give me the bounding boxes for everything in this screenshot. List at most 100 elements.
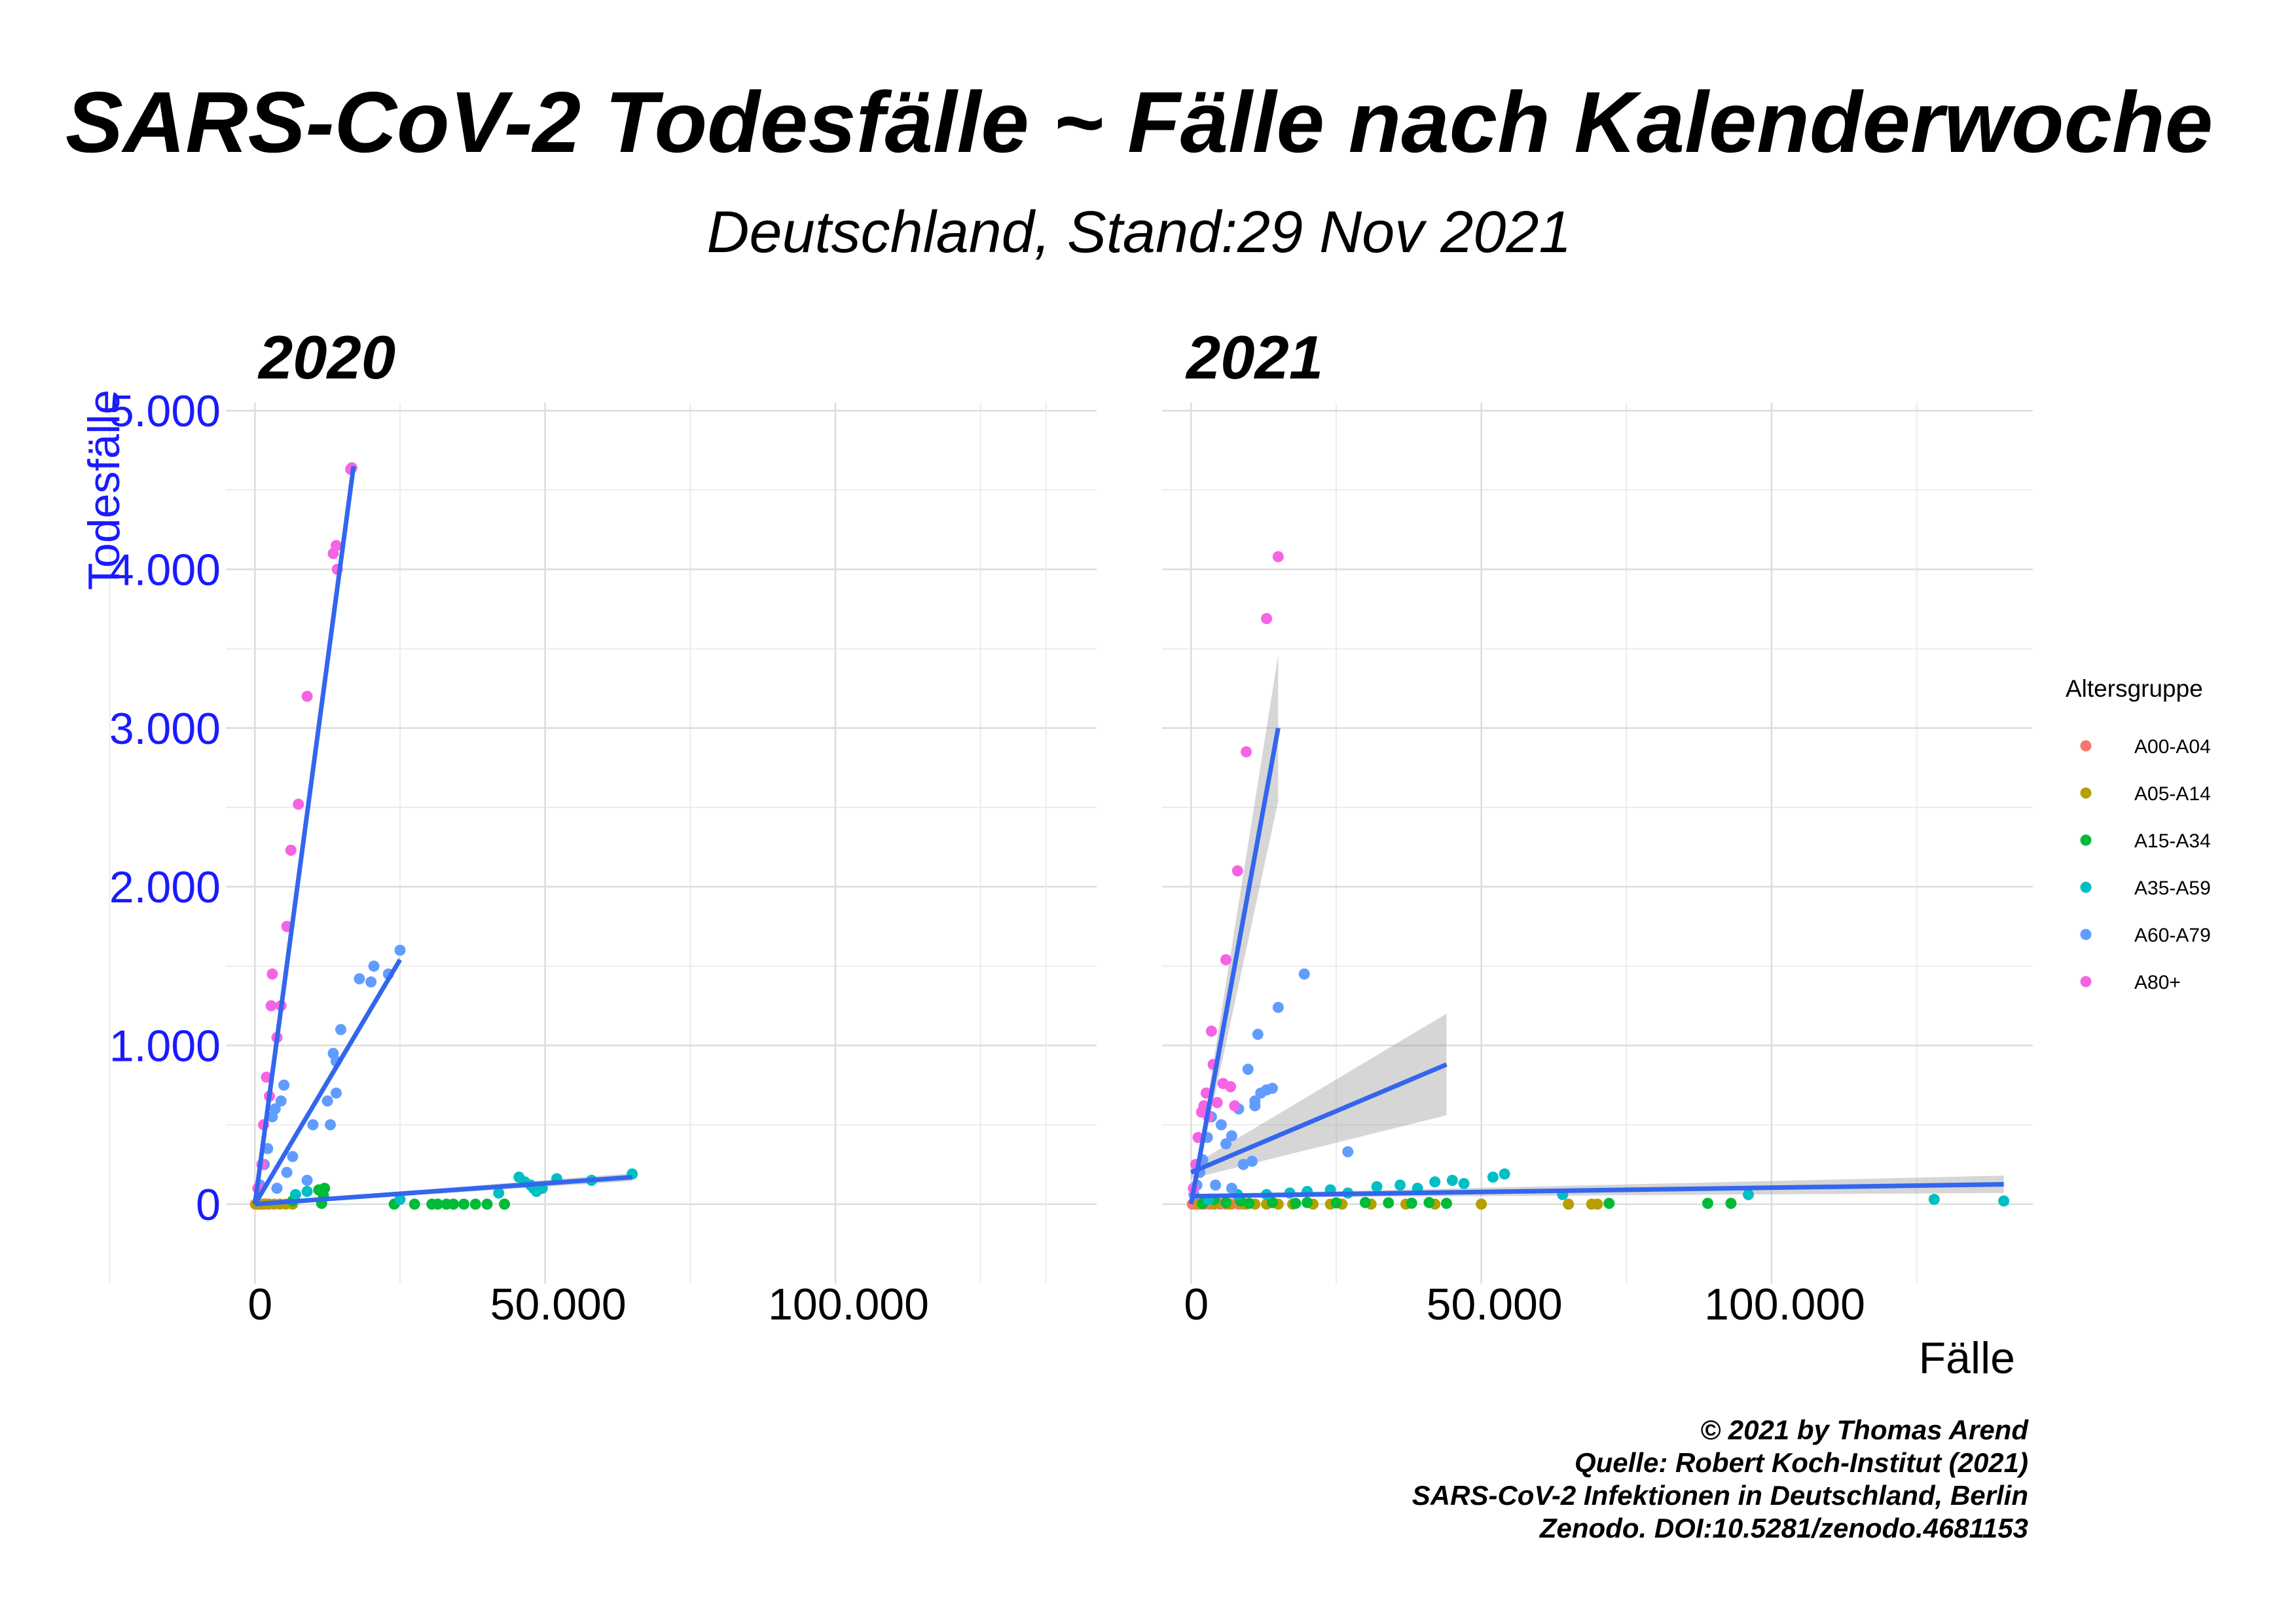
- data-point-a15-a34: [1266, 1196, 1278, 1208]
- y-tick-label: 5.000: [109, 386, 221, 436]
- data-point-a60-a79: [335, 1024, 347, 1035]
- x-tick-label: 0: [247, 1280, 272, 1329]
- data-point-a60-a79: [1298, 968, 1310, 980]
- data-point-a60-a79: [307, 1119, 319, 1131]
- data-point-a80+: [1225, 1080, 1237, 1092]
- fit-line-a80+: [1188, 728, 1281, 1205]
- y-tick-label: 1.000: [109, 1021, 221, 1071]
- chart-title: SARS-CoV-2 Todesfälle ~ Fälle nach Kalen…: [65, 74, 2213, 170]
- data-point-a60-a79: [1237, 1158, 1249, 1170]
- data-point-a80+: [1231, 865, 1243, 877]
- data-point-a60-a79: [287, 1151, 299, 1162]
- legend-label: A35-A59: [2134, 877, 2211, 899]
- data-point-a35-a59: [1429, 1176, 1441, 1188]
- data-point-a60-a79: [1242, 1063, 1254, 1075]
- data-point-a15-a34: [1243, 1198, 1255, 1209]
- data-point-a60-a79: [394, 944, 406, 956]
- data-point-a60-a79: [1226, 1130, 1237, 1142]
- fit-line-a60-a79: [1190, 1062, 1448, 1175]
- legend-key-a60-a79: [2080, 929, 2092, 940]
- x-tick-label: 50.000: [1427, 1280, 1563, 1329]
- data-point-a60-a79: [1272, 1001, 1284, 1013]
- data-point-a15-a34: [1383, 1197, 1394, 1209]
- data-point-a35-a59: [301, 1185, 313, 1197]
- data-point-a60-a79: [1215, 1119, 1227, 1131]
- data-point-a60-a79: [1210, 1179, 1222, 1191]
- data-point-a60-a79: [365, 976, 377, 988]
- caption-line: © 2021 by Thomas Arend: [1700, 1414, 2029, 1445]
- data-point-a35-a59: [289, 1189, 301, 1200]
- data-point-a15-a34: [481, 1198, 493, 1210]
- data-point-a60-a79: [354, 973, 365, 985]
- fit-line-a80+: [252, 466, 356, 1205]
- data-point-a35-a59: [394, 1194, 406, 1206]
- legend-label: A00-A04: [2134, 736, 2211, 758]
- x-tick-label: 0: [1184, 1280, 1209, 1329]
- data-point-a15-a34: [1359, 1196, 1371, 1208]
- data-point-a80+: [330, 540, 342, 551]
- caption-line: Quelle: Robert Koch-Institut (2021): [1575, 1447, 2028, 1479]
- data-point-a35-a59: [1446, 1174, 1458, 1186]
- data-point-a60-a79: [1342, 1146, 1354, 1158]
- legend-label: A80+: [2134, 972, 2181, 993]
- data-point-a15-a34: [1702, 1198, 1713, 1209]
- x-tick-label: 100.000: [768, 1280, 929, 1329]
- data-point-a80+: [1241, 746, 1252, 758]
- legend-key-a00-a04: [2080, 740, 2092, 752]
- data-point-a15-a34: [1302, 1196, 1313, 1208]
- facet-panel-2021: 0 50.000 100.000 2021: [1045, 323, 2033, 1329]
- data-point-a60-a79: [1226, 1183, 1237, 1194]
- data-point-a60-a79: [1220, 1138, 1232, 1150]
- data-point-a80+: [1229, 1100, 1241, 1112]
- data-point-a35-a59: [1458, 1177, 1470, 1189]
- y-axis-label: Todesfälle: [79, 390, 129, 590]
- data-point-a15-a34: [1440, 1198, 1452, 1209]
- data-point-a60-a79: [368, 960, 380, 972]
- data-point-a80+: [1211, 1097, 1223, 1109]
- data-point-a60-a79: [330, 1087, 342, 1099]
- data-point-a35-a59: [1487, 1172, 1499, 1183]
- data-point-a60-a79: [1266, 1082, 1278, 1094]
- data-point-a80+: [1261, 613, 1273, 625]
- facet-label-2021: 2021: [1185, 323, 1323, 392]
- x-axis-label: Fälle: [1919, 1333, 2015, 1383]
- y-tick-label: 2.000: [109, 862, 221, 912]
- fit-line-a35-a59: [1191, 1182, 2004, 1199]
- facet-panel-2020: 0 1.000 2.000 3.000 4.000 5.000 0 50.000 100.000…: [109, 323, 1097, 1329]
- data-point-a15-a34: [1406, 1197, 1417, 1209]
- data-point-a80+: [1205, 1025, 1217, 1037]
- fit-line-a35-a59: [255, 1175, 632, 1207]
- legend: Altersgruppe A00-A04 A05-A14 A15-A34 A35-A5…: [2066, 675, 2211, 993]
- data-point-a15-a34: [1423, 1196, 1435, 1208]
- data-point-a15-a34: [499, 1198, 511, 1210]
- data-point-a60-a79: [275, 1095, 287, 1107]
- data-point-a15-a34: [469, 1198, 481, 1210]
- data-point-a35-a59: [1499, 1168, 1510, 1180]
- data-point-a80+: [265, 1000, 277, 1012]
- caption-line: Zenodo. DOI:10.5281/zenodo.4681153: [1539, 1513, 2028, 1543]
- legend-title: Altersgruppe: [2066, 675, 2203, 702]
- data-point-a35-a59: [493, 1187, 505, 1199]
- legend-label: A60-A79: [2134, 925, 2211, 946]
- data-point-a15-a34: [1220, 1196, 1232, 1208]
- caption-line: SARS-CoV-2 Infektionen in Deutschland, B…: [1412, 1480, 2028, 1511]
- data-point-a15-a34: [432, 1198, 444, 1210]
- x-tick-label: 50.000: [490, 1280, 627, 1329]
- data-point-a60-a79: [278, 1079, 290, 1091]
- data-point-a80+: [1272, 551, 1284, 563]
- data-point-a15-a34: [1330, 1197, 1342, 1209]
- data-point-a80+: [293, 798, 304, 810]
- data-point-a05-a14: [1592, 1198, 1603, 1210]
- data-point-a60-a79: [1246, 1155, 1258, 1167]
- data-point-a80+: [1220, 954, 1232, 966]
- data-point-a15-a34: [1603, 1198, 1615, 1209]
- data-point-a60-a79: [1249, 1095, 1261, 1107]
- data-point-a60-a79: [271, 1183, 283, 1194]
- fit-line-a60-a79: [253, 958, 403, 1206]
- data-point-a35-a59: [1371, 1181, 1383, 1192]
- legend-key-a35-a59: [2080, 881, 2092, 893]
- y-tick-label: 4.000: [109, 545, 221, 595]
- data-point-a60-a79: [321, 1095, 333, 1107]
